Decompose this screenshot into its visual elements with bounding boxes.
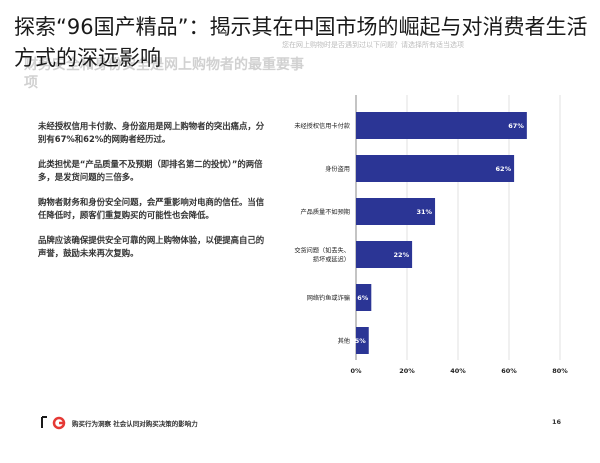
- footer-text: 购买行为洞察 社会认同对购买决策的影响力: [72, 420, 198, 428]
- bar: [356, 327, 369, 354]
- brand-logo-icon: [41, 416, 66, 430]
- category-label: 网络钓鱼或诈骗: [307, 294, 350, 302]
- bar: [356, 284, 372, 311]
- x-tick-label: 20%: [399, 367, 415, 375]
- category-label: 其他: [338, 337, 350, 345]
- bar: [356, 241, 413, 268]
- x-tick-label: 60%: [501, 367, 517, 375]
- bar-value-label: 62%: [496, 165, 512, 173]
- slide-title: 财务安全和身份安全是网上购物者的最重要事项: [24, 57, 304, 91]
- x-tick-label: 40%: [450, 367, 466, 375]
- bar-value-label: 31%: [416, 208, 432, 216]
- bar: [356, 198, 436, 225]
- bar-value-label: 22%: [394, 251, 410, 259]
- findings-text: 未经授权信用卡付款、身份盗用是网上购物者的突出痛点，分别有67%和62%的网购者…: [38, 120, 270, 272]
- x-tick-label: 80%: [552, 367, 568, 375]
- category-label: 产品质量不如预期: [301, 208, 351, 216]
- chart-ticks: 0% 20% 40% 60% 80%: [350, 367, 568, 375]
- category-label: 未经授权信用卡付款: [294, 122, 350, 130]
- bar-value-label: 67%: [508, 122, 524, 130]
- page-number: 16: [552, 418, 562, 426]
- report-logo: [40, 414, 68, 434]
- survey-question: 您在网上购物时是否遇到过以下问题？请选择所有适当选项: [282, 41, 464, 49]
- page-headline: 探索“96国产精品”：揭示其在中国市场的崛起与对消费者生活方式的深远影响: [14, 15, 588, 70]
- bar: [356, 155, 515, 182]
- finding-paragraph-1: 未经授权信用卡付款、身份盗用是网上购物者的突出痛点，分别有67%和62%的网购者…: [38, 121, 265, 144]
- chart-bars: 67% 未经授权信用卡付款 62% 身份盗用 31% 产品质量不如预期 22% 交货问题（如丢…: [294, 112, 527, 354]
- bar-value-label: 5%: [355, 337, 367, 345]
- finding-paragraph-3: 购物者财务和身份安全问题，会严重影响对电商的信任。当信任降低时，顾客们重复购买的…: [38, 197, 265, 220]
- finding-paragraph-4: 品牌应该确保提供安全可靠的网上购物体验，以便提高自己的声誉，鼓励未来再次复购。: [38, 235, 265, 258]
- category-label: 身份盗用: [325, 165, 350, 173]
- x-tick-label: 0%: [350, 367, 362, 375]
- bar: [356, 112, 527, 139]
- chart-grid: [406, 95, 561, 360]
- category-label: 交货问题（如丢失、损坏或延迟）: [294, 247, 350, 264]
- bar-value-label: 6%: [357, 294, 369, 302]
- finding-paragraph-2: 此类担忧是“产品质量不及预期（即排名第二的投忧）”的两倍多，是发货问题的三倍多。: [38, 159, 263, 182]
